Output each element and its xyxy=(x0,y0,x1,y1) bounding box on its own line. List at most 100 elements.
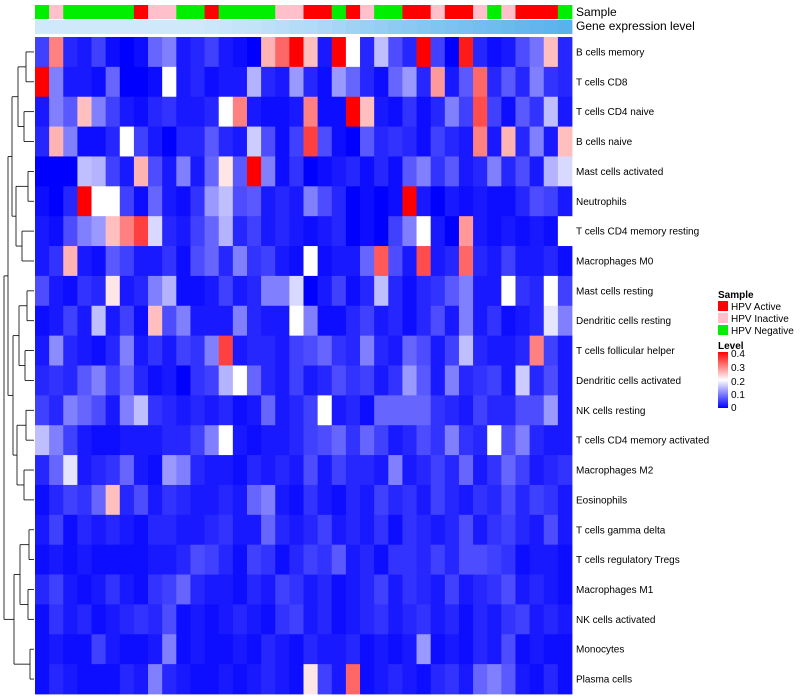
heatmap-cell xyxy=(543,156,559,187)
heatmap-cell xyxy=(303,395,319,426)
heatmap-cell xyxy=(105,395,121,426)
heatmap-cell xyxy=(119,664,135,695)
heatmap-cell xyxy=(501,275,516,307)
heatmap-cell xyxy=(232,544,248,575)
heatmap-cell xyxy=(49,544,64,575)
heatmap-cell xyxy=(360,395,375,426)
sample-cell xyxy=(557,5,573,19)
heatmap-cell xyxy=(261,544,276,575)
heatmap-cell xyxy=(162,335,177,366)
expression-cell xyxy=(49,20,64,34)
heatmap-cell xyxy=(345,634,361,665)
heatmap-cell xyxy=(402,484,417,516)
heatmap-cell xyxy=(77,156,92,187)
heatmap-cell xyxy=(501,365,516,396)
heatmap-cell xyxy=(374,544,389,575)
heatmap-cell xyxy=(430,66,446,98)
heatmap-cell xyxy=(289,395,304,426)
heatmap-cell xyxy=(473,96,488,127)
sample-cell xyxy=(176,5,191,19)
heatmap-cell xyxy=(218,514,234,546)
heatmap-cell xyxy=(331,96,347,127)
heatmap-cell xyxy=(444,126,460,157)
heatmap-cell xyxy=(190,425,205,456)
heatmap-cell xyxy=(430,216,446,247)
heatmap-cell xyxy=(529,514,545,546)
heatmap-cell xyxy=(35,664,50,695)
heatmap-cell xyxy=(317,96,333,127)
heatmap-cell xyxy=(473,275,488,307)
heatmap-cell xyxy=(162,126,177,157)
heatmap-cell xyxy=(162,365,177,396)
heatmap-cell xyxy=(501,664,516,695)
heatmap-cell xyxy=(458,574,474,605)
heatmap-cell xyxy=(49,126,64,157)
heatmap-cell xyxy=(303,305,319,337)
heatmap-cell xyxy=(35,216,50,247)
heatmap-cell xyxy=(317,425,333,456)
heatmap-cell xyxy=(63,544,78,575)
heatmap-cell xyxy=(303,275,319,307)
heatmap-cell xyxy=(133,425,149,456)
heatmap-cell xyxy=(487,484,502,516)
sample-cell xyxy=(444,5,460,19)
heatmap-cell xyxy=(91,66,107,98)
heatmap-cell xyxy=(63,275,78,307)
heatmap-cell xyxy=(317,455,333,486)
heatmap-cell xyxy=(529,126,545,157)
heatmap-cell xyxy=(374,246,389,277)
heatmap-cell xyxy=(487,634,502,665)
heatmap-cell xyxy=(345,455,361,486)
heatmap-cell xyxy=(119,574,135,605)
legend-tick-0-2: 0.2 xyxy=(731,377,745,388)
heatmap-cell xyxy=(458,275,474,307)
heatmap-cell xyxy=(261,156,276,187)
heatmap-cell xyxy=(444,275,460,307)
heatmap-cell xyxy=(289,305,304,337)
heatmap-cell xyxy=(289,216,304,247)
heatmap-cell xyxy=(317,335,333,366)
heatmap-cell xyxy=(331,275,347,307)
heatmap-cell xyxy=(473,216,488,247)
heatmap-cell xyxy=(458,604,474,635)
heatmap-cell xyxy=(374,156,389,187)
heatmap-cell xyxy=(430,156,446,187)
sample-cell xyxy=(49,5,64,19)
heatmap-cell xyxy=(91,186,107,217)
heatmap-cell xyxy=(176,126,191,157)
heatmap-cell xyxy=(529,395,545,426)
heatmap-cell xyxy=(246,544,262,575)
expression-cell xyxy=(501,20,516,34)
heatmap-cell xyxy=(77,216,92,247)
heatmap-cell xyxy=(35,395,50,426)
expression-cell xyxy=(77,20,92,34)
heatmap-cell xyxy=(543,66,559,98)
heatmap-cell xyxy=(515,484,530,516)
heatmap-cell xyxy=(416,96,432,127)
heatmap-cell xyxy=(49,96,64,127)
heatmap-cell xyxy=(289,484,304,516)
sample-cell xyxy=(416,5,432,19)
heatmap-cell xyxy=(218,365,234,396)
heatmap-cell xyxy=(374,395,389,426)
heatmap-cell xyxy=(529,664,545,695)
legend: Sample HPV Active HPV Inactive HPV Negat… xyxy=(718,290,794,414)
heatmap-cell xyxy=(557,604,573,635)
heatmap-cell xyxy=(63,335,78,366)
heatmap-cell xyxy=(515,66,530,98)
heatmap-cell xyxy=(529,216,545,247)
heatmap-cell xyxy=(487,664,502,695)
heatmap-cell xyxy=(218,156,234,187)
heatmap-cell xyxy=(515,395,530,426)
row-label: Macrophages M2 xyxy=(576,466,654,477)
sample-cell xyxy=(317,5,333,19)
heatmap-cell xyxy=(501,514,516,546)
heatmap-cell xyxy=(218,544,234,575)
heatmap-cell xyxy=(232,37,248,68)
row-label: B cells memory xyxy=(576,47,644,58)
heatmap-cell xyxy=(458,156,474,187)
heatmap-cell xyxy=(345,96,361,127)
heatmap-cell xyxy=(388,275,403,307)
heatmap-cell xyxy=(218,484,234,516)
heatmap-cell xyxy=(374,604,389,635)
